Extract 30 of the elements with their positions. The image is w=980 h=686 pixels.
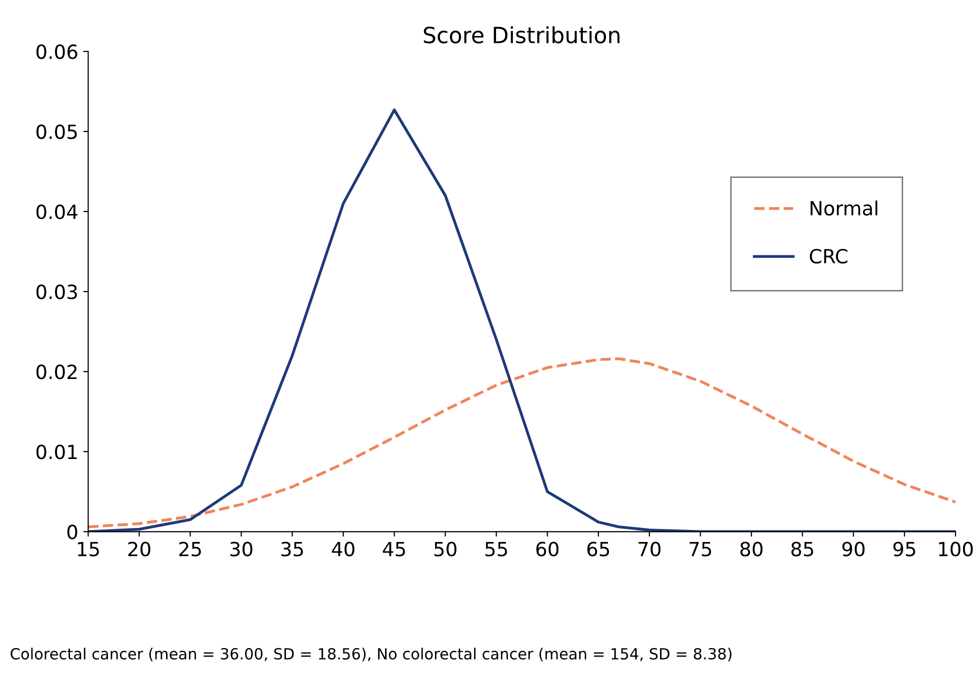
- x-tick-label: 40: [332, 542, 354, 556]
- legend-label: Normal: [810, 200, 878, 216]
- text: Colorectal cancer (mean = 36.00, SD = 18.56), No colorectal cancer (mean = 154, SD = 8.38): [10, 648, 732, 662]
- x-tick-label: 30: [230, 542, 252, 556]
- x-tick-label: 65: [587, 542, 610, 556]
- x-tick-label: 45: [382, 542, 405, 556]
- x-tick-label: 85: [791, 542, 814, 556]
- x-tick-label: 20: [128, 542, 150, 556]
- line-series: [88, 357, 956, 528]
- legend-label: CRC: [810, 248, 848, 264]
- x-tick-label: 75: [690, 542, 712, 556]
- x-tick-label: 95: [893, 542, 916, 556]
- x-tick-label: 55: [485, 542, 508, 556]
- y-tick-label: 0: [67, 524, 78, 540]
- x-tick-label: 25: [179, 542, 201, 556]
- x-tick-label: 90: [842, 542, 865, 556]
- x-tick-label: 100: [939, 542, 973, 556]
- x-tick-label: 80: [740, 542, 763, 556]
- x-tick-label: 35: [281, 542, 303, 556]
- y-tick-label: 0.04: [36, 204, 78, 220]
- y-tick-label: 0.02: [36, 364, 77, 380]
- x-tick-label: 15: [78, 542, 99, 556]
- y-tick-label: 0.03: [36, 284, 77, 300]
- x-tick-label: 60: [536, 542, 558, 556]
- chart-title: Score Distribution: [424, 26, 620, 44]
- y-tick-label: 0.05: [36, 124, 77, 140]
- x-tick-label: 70: [638, 542, 660, 556]
- x-tick-label: 50: [434, 542, 456, 556]
- y-tick-label: 0.06: [36, 44, 78, 60]
- y-tick-label: 0.01: [36, 444, 77, 460]
